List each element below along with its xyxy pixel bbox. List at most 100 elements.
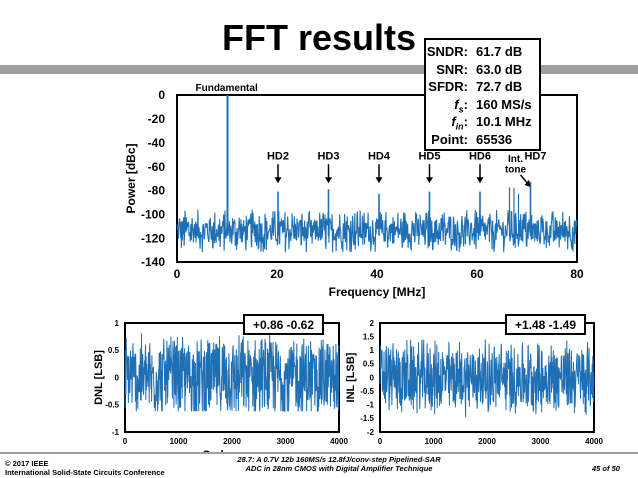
summary-value: 65536: [476, 132, 513, 147]
x-tick-label: 4000: [585, 437, 603, 446]
summary-value: 160 MS/s: [476, 96, 532, 112]
harmonic-label: HD7: [524, 150, 546, 162]
linearity-trace: [124, 333, 340, 412]
noise-floor-trace: [176, 209, 578, 253]
summary-label-subscript: in: [455, 121, 464, 132]
y-tick-label: -60: [148, 160, 166, 174]
min-max-badge-text: +0.86 -0.62: [253, 318, 314, 332]
harmonic-label: HD3: [317, 150, 339, 162]
summary-label: Point:: [431, 132, 468, 147]
harmonic-label: HD2: [267, 150, 289, 162]
performance-summary-box: SNDR: 61.7 dB SNR: 63.0 dB SFDR: 72.7 dB fs: 16…: [424, 38, 541, 151]
summary-row: fin: 10.1 MHz: [426, 114, 539, 132]
x-tick-label: 20: [270, 267, 284, 281]
x-axis-label: Frequency [MHz]: [329, 285, 426, 299]
footer-conference: International Solid-State Circuits Confe…: [5, 468, 165, 477]
inl-chart: 0 1000 2000 3000 4000 2 1.5 1 0.5 0 -0.5 -1 -1.5 -2 Co…: [345, 314, 603, 452]
summary-value: 72.7 dB: [476, 79, 523, 95]
footer-paper-title-line2: ADC in 28nm CMOS with Digital Amplifier …: [245, 464, 433, 473]
summary-value: 61.7 dB: [476, 44, 523, 59]
y-tick-label: -140: [141, 255, 165, 269]
summary-label-symbol: f: [454, 96, 459, 112]
summary-row: fs: 160 MS/s: [426, 96, 539, 115]
x-tick-label: 3000: [532, 437, 550, 446]
y-axis-label: DNL [LSB]: [93, 350, 105, 405]
x-axis-label: Codes: [490, 451, 524, 452]
summary-label-symbol: f: [451, 114, 456, 130]
y-tick-label: -1: [112, 428, 120, 437]
y-tick-label: -0.5: [105, 401, 119, 410]
y-tick-label: 2: [370, 319, 375, 328]
y-tick-label: -40: [148, 136, 166, 150]
int-tone-arrow: [519, 174, 529, 184]
summary-row: SFDR: 72.7 dB: [426, 79, 539, 95]
min-max-badge: [505, 314, 586, 335]
summary-row: SNR: 63.0 dB: [426, 62, 539, 78]
int-tone-arrow-head: [524, 179, 531, 187]
summary-value: 63.0 dB: [476, 61, 523, 77]
y-tick-label: 0.5: [363, 360, 375, 369]
y-tick-label: -2: [367, 428, 375, 437]
harmonic-label: HD4: [368, 150, 391, 162]
x-tick-label: 0: [378, 437, 383, 446]
x-tick-label: 40: [370, 267, 384, 281]
summary-label: SNR:: [436, 61, 468, 77]
summary-label-colon: :: [463, 114, 468, 130]
x-tick-label: 4000: [330, 437, 348, 446]
footer-rule: [0, 452, 638, 454]
harmonic-arrow-head: [476, 177, 484, 184]
int-tone-label: tone: [505, 165, 527, 176]
y-tick-label: -1.5: [360, 414, 374, 423]
y-axis-label: Power [dBc]: [124, 143, 138, 213]
harmonic-label: HD6: [469, 150, 491, 162]
summary-row: Point: 65536: [426, 132, 539, 148]
x-tick-label: 1000: [170, 437, 188, 446]
fundamental-label: Fundamental: [196, 83, 258, 94]
x-tick-label: 80: [570, 267, 584, 281]
plot-frame: [176, 94, 578, 263]
harmonic-arrow-head: [426, 177, 433, 184]
y-tick-label: 0: [158, 88, 165, 102]
y-tick-label: 1: [115, 319, 120, 328]
y-axis-label: INL [LSB]: [345, 352, 357, 402]
x-tick-label: 0: [174, 267, 181, 281]
slide-title: FFT results: [222, 17, 417, 58]
footer-page-number: 45 of 50: [592, 464, 620, 473]
charts-canvas: 0 20 40 60 800-20-40-60-80-100-120-140Freque…: [93, 83, 603, 452]
y-tick-label: -1: [367, 401, 375, 410]
y-tick-label: 1: [370, 346, 375, 355]
y-tick-label: 1.5: [363, 332, 375, 341]
harmonic-arrow-head: [375, 177, 383, 184]
y-tick-label: -20: [148, 112, 166, 126]
linearity-trace: [379, 339, 595, 418]
summary-label: fin:: [451, 114, 468, 135]
footer-copyright: © 2017 IEEE: [5, 459, 49, 468]
y-tick-label: -120: [141, 231, 165, 245]
y-tick-label: 0: [115, 373, 120, 382]
dnl-chart: 0 1000 2000 3000 4000 1 0.5 0 -0.5 -1 Codes DNL [LS…: [93, 314, 348, 452]
y-tick-label: -100: [141, 207, 165, 221]
min-max-badge: [243, 314, 324, 335]
summary-label-subscript: s: [458, 104, 464, 115]
footer-paper-title-line1: 28.7: A 0.7V 12b 160MS/s 12.8fJ/conv-ste…: [237, 455, 441, 464]
y-tick-label: -0.5: [360, 387, 374, 396]
y-tick-label: 0.5: [108, 346, 120, 355]
int-tone-label: Int.: [508, 154, 523, 165]
x-tick-label: 0: [123, 437, 128, 446]
x-axis-label: Codes: [202, 449, 236, 452]
y-tick-label: 0: [370, 373, 375, 382]
summary-row: SNDR: 61.7 dB: [426, 44, 539, 60]
y-tick-label: -80: [148, 184, 166, 198]
summary-label: SNDR:: [426, 44, 468, 59]
x-tick-label: 2000: [223, 437, 241, 446]
summary-label: fs:: [454, 97, 468, 118]
footer-paper-title: 28.7: A 0.7V 12b 160MS/s 12.8fJ/conv-ste…: [205, 455, 473, 473]
x-tick-label: 3000: [277, 437, 295, 446]
summary-label: SFDR:: [428, 79, 468, 95]
x-tick-label: 2000: [478, 437, 496, 446]
harmonic-arrow-head: [325, 177, 332, 184]
summary-label-colon: :: [463, 96, 468, 112]
title-rule: [0, 65, 638, 74]
min-max-badge-text: +1.48 -1.49: [515, 318, 576, 332]
x-tick-label: 1000: [425, 437, 443, 446]
